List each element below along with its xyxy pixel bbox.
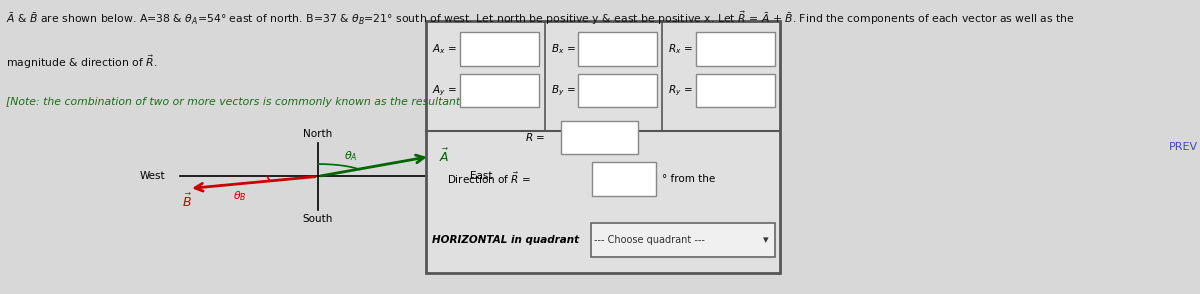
Text: magnitude & direction of $\vec{R}$.: magnitude & direction of $\vec{R}$. <box>6 53 157 71</box>
Text: $\theta_A$: $\theta_A$ <box>344 149 358 163</box>
Text: --- Choose quadrant ---: --- Choose quadrant --- <box>594 235 706 245</box>
Text: $\theta_B$: $\theta_B$ <box>233 190 246 203</box>
Bar <box>426 21 780 273</box>
Bar <box>460 74 539 107</box>
Text: [Note: the combination of two or more vectors is commonly known as the resultant: [Note: the combination of two or more ve… <box>6 97 505 107</box>
Text: PREV: PREV <box>1169 142 1198 152</box>
Text: ▾: ▾ <box>763 235 769 245</box>
Bar <box>696 32 775 66</box>
Text: Direction of $\vec{R}$ =: Direction of $\vec{R}$ = <box>448 171 532 186</box>
Text: $B_x$ =: $B_x$ = <box>551 42 575 56</box>
Text: $R_x$ =: $R_x$ = <box>668 42 694 56</box>
Bar <box>560 121 638 154</box>
Text: ° from the: ° from the <box>662 173 715 184</box>
Text: $\bar{A}$ & $\bar{B}$ are shown below. A=38 & $\theta_A$=54° east of north. B=37: $\bar{A}$ & $\bar{B}$ are shown below. A… <box>6 9 1075 26</box>
Text: South: South <box>302 214 334 224</box>
Text: North: North <box>304 129 332 139</box>
Text: $\vec{A}$: $\vec{A}$ <box>439 148 450 165</box>
Bar <box>578 32 658 66</box>
Text: $R$ =: $R$ = <box>526 131 545 143</box>
Text: $R_y$ =: $R_y$ = <box>668 83 694 98</box>
Bar <box>578 74 658 107</box>
Text: HORIZONTAL in quadrant: HORIZONTAL in quadrant <box>432 235 580 245</box>
Text: $A_y$ =: $A_y$ = <box>432 83 457 98</box>
Text: $\vec{B}$: $\vec{B}$ <box>182 193 192 211</box>
Text: $A_x$ =: $A_x$ = <box>432 42 457 56</box>
Bar <box>460 32 539 66</box>
Text: $B_y$ =: $B_y$ = <box>551 83 575 98</box>
Bar <box>590 223 775 257</box>
Bar <box>696 74 775 107</box>
Text: East: East <box>470 171 493 181</box>
Bar <box>593 162 656 196</box>
Text: West: West <box>140 171 166 181</box>
